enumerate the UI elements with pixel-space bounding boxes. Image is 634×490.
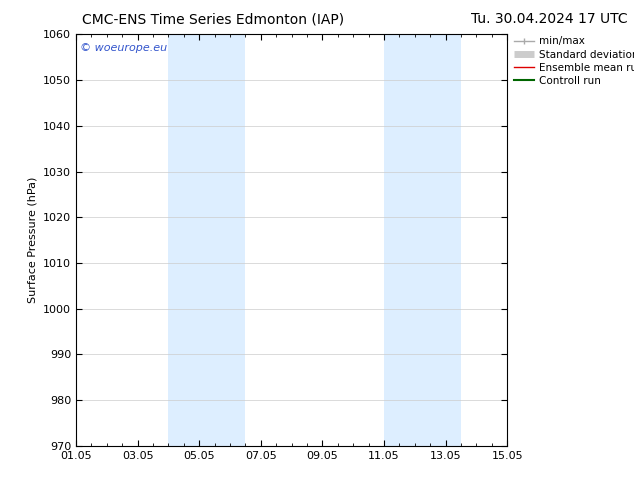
Bar [169, 34, 199, 446]
Legend: min/max, Standard deviation, Ensemble mean run, Controll run: min/max, Standard deviation, Ensemble me… [512, 34, 634, 88]
Text: Tu. 30.04.2024 17 UTC: Tu. 30.04.2024 17 UTC [471, 12, 628, 26]
Bar [384, 34, 415, 446]
Bar [199, 34, 245, 446]
Bar [415, 34, 461, 446]
Text: CMC-ENS Time Series Edmonton (IAP): CMC-ENS Time Series Edmonton (IAP) [82, 12, 344, 26]
Y-axis label: Surface Pressure (hPa): Surface Pressure (hPa) [27, 177, 37, 303]
Text: © woeurope.eu: © woeurope.eu [81, 43, 167, 52]
